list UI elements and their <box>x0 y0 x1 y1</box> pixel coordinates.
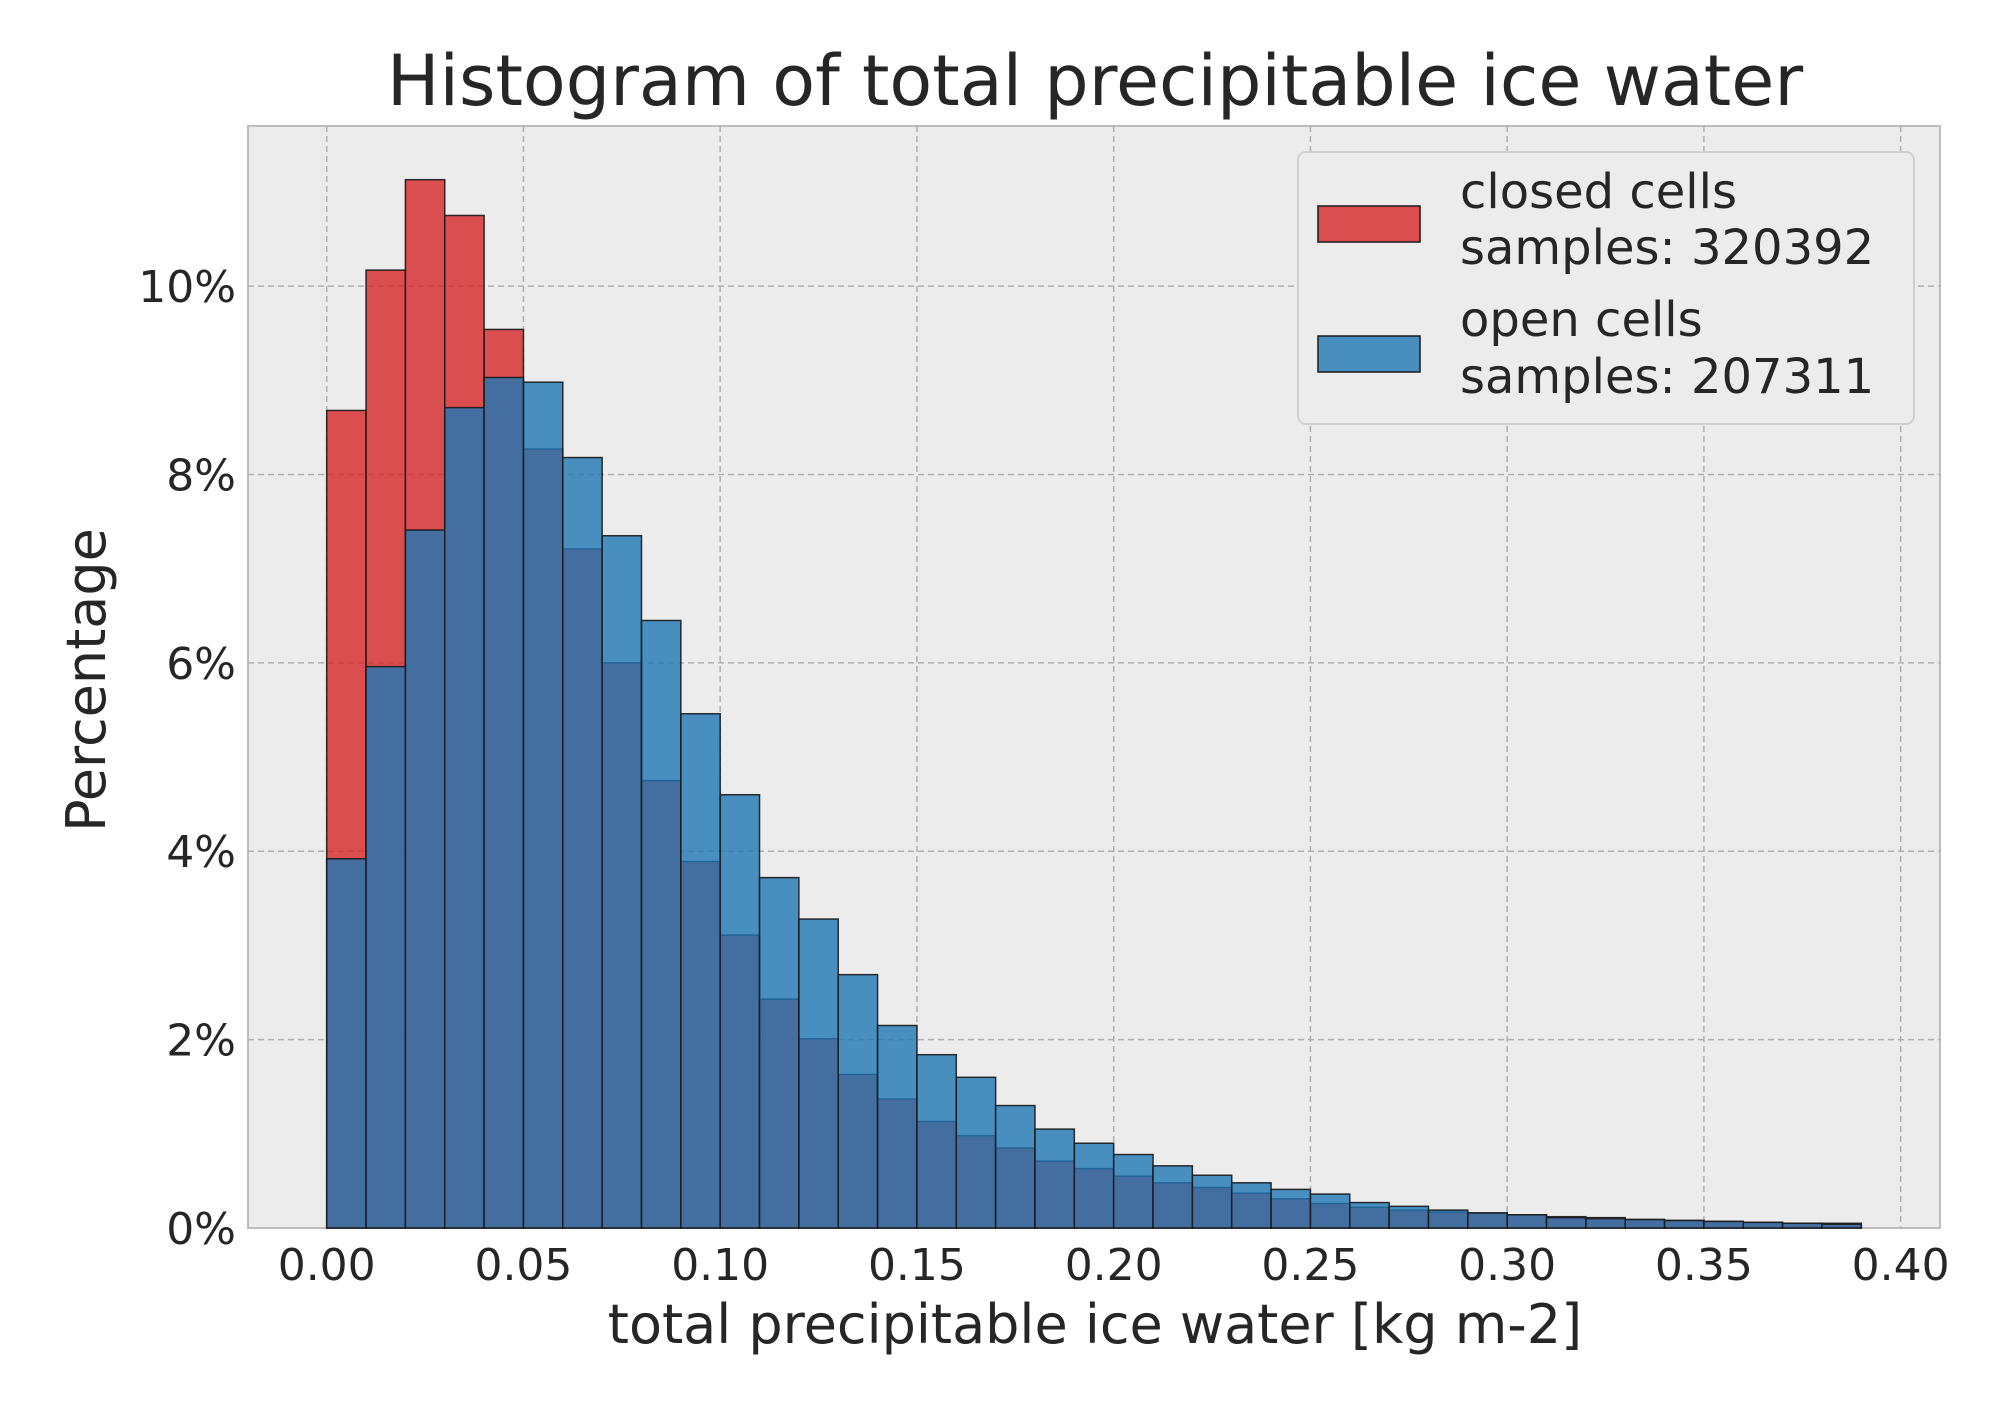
bar-open-cells <box>994 1104 1036 1229</box>
bar-open-cells <box>1073 1142 1115 1229</box>
bar-open-cells <box>1624 1218 1666 1229</box>
x-tick-label: 0.00 <box>278 1240 376 1291</box>
legend: closed cells samples: 320392 open cells … <box>1297 151 1915 425</box>
bar-open-cells <box>404 529 446 1229</box>
x-tick-label: 0.25 <box>1261 1240 1359 1291</box>
y-tick-label: 10% <box>138 262 236 313</box>
bar-open-cells <box>483 376 525 1229</box>
x-tick-label: 0.10 <box>671 1240 769 1291</box>
bar-open-cells <box>1388 1205 1430 1229</box>
x-tick-label: 0.30 <box>1458 1240 1556 1291</box>
legend-label-open-cells: open cells <box>1460 292 1703 348</box>
bars-group <box>325 178 1863 1229</box>
y-axis-ticks: 0% 2% 4% 6% 8% 10% <box>138 262 236 1255</box>
x-axis-label: total precipitable ice water [kg m-2] <box>608 1293 1582 1356</box>
bar-open-cells <box>1781 1222 1823 1229</box>
bar-open-cells <box>1585 1217 1626 1229</box>
x-tick-label: 0.05 <box>474 1240 572 1291</box>
x-axis-ticks: 0.00 0.05 0.10 0.15 0.20 0.25 0.30 0.35 0.40 <box>278 1240 1950 1291</box>
bar-open-cells <box>1034 1128 1076 1229</box>
bar-open-cells <box>1309 1193 1351 1229</box>
bar-open-cells <box>1742 1221 1784 1229</box>
bar-open-cells <box>1152 1165 1194 1229</box>
legend-samples-closed-cells: samples: 320392 <box>1460 220 1874 276</box>
bar-open-cells <box>1349 1201 1390 1229</box>
legend-swatch-open-cells <box>1317 335 1421 373</box>
bar-open-cells <box>1821 1223 1863 1229</box>
bar-open-cells <box>798 918 839 1229</box>
bar-open-cells <box>365 665 407 1229</box>
y-tick-label: 8% <box>166 450 236 501</box>
bar-open-cells <box>1467 1212 1508 1229</box>
y-axis-label: Percentage <box>55 528 118 832</box>
bar-open-cells <box>916 1053 958 1229</box>
y-tick-label: 0% <box>166 1204 236 1255</box>
x-tick-label: 0.20 <box>1065 1240 1163 1291</box>
bar-open-cells <box>640 619 682 1229</box>
bar-open-cells <box>562 456 603 1229</box>
bar-open-cells <box>876 1024 918 1229</box>
legend-label-closed-cells: closed cells <box>1460 164 1737 220</box>
bar-open-cells <box>325 858 367 1229</box>
x-tick-label: 0.35 <box>1655 1240 1753 1291</box>
bar-open-cells <box>443 406 485 1229</box>
y-tick-label: 4% <box>166 827 236 878</box>
y-tick-label: 2% <box>166 1016 236 1067</box>
bar-open-cells <box>719 793 761 1229</box>
bar-open-cells <box>758 876 800 1229</box>
y-tick-label: 6% <box>166 639 236 690</box>
bar-open-cells <box>955 1076 997 1229</box>
x-tick-label: 0.15 <box>868 1240 966 1291</box>
bar-open-cells <box>680 712 721 1229</box>
legend-swatch-closed-cells <box>1317 205 1421 243</box>
bar-open-cells <box>837 973 879 1229</box>
bar-open-cells <box>1230 1182 1272 1229</box>
bar-open-cells <box>522 381 564 1229</box>
bar-open-cells <box>1191 1174 1233 1229</box>
bar-open-cells <box>601 534 643 1229</box>
legend-frame <box>1297 151 1915 425</box>
bar-open-cells <box>1506 1214 1548 1229</box>
chart-title: Histogram of total precipitable ice wate… <box>387 40 1803 122</box>
bar-open-cells <box>1112 1153 1154 1229</box>
bar-open-cells <box>1663 1219 1705 1229</box>
series-open-cells <box>325 376 1863 1229</box>
bar-open-cells <box>1270 1188 1312 1229</box>
x-tick-label: 0.40 <box>1852 1240 1950 1291</box>
bar-open-cells <box>1703 1220 1745 1229</box>
legend-samples-open-cells: samples: 207311 <box>1460 349 1874 405</box>
bar-open-cells <box>1545 1216 1587 1229</box>
bar-open-cells <box>1427 1209 1469 1229</box>
